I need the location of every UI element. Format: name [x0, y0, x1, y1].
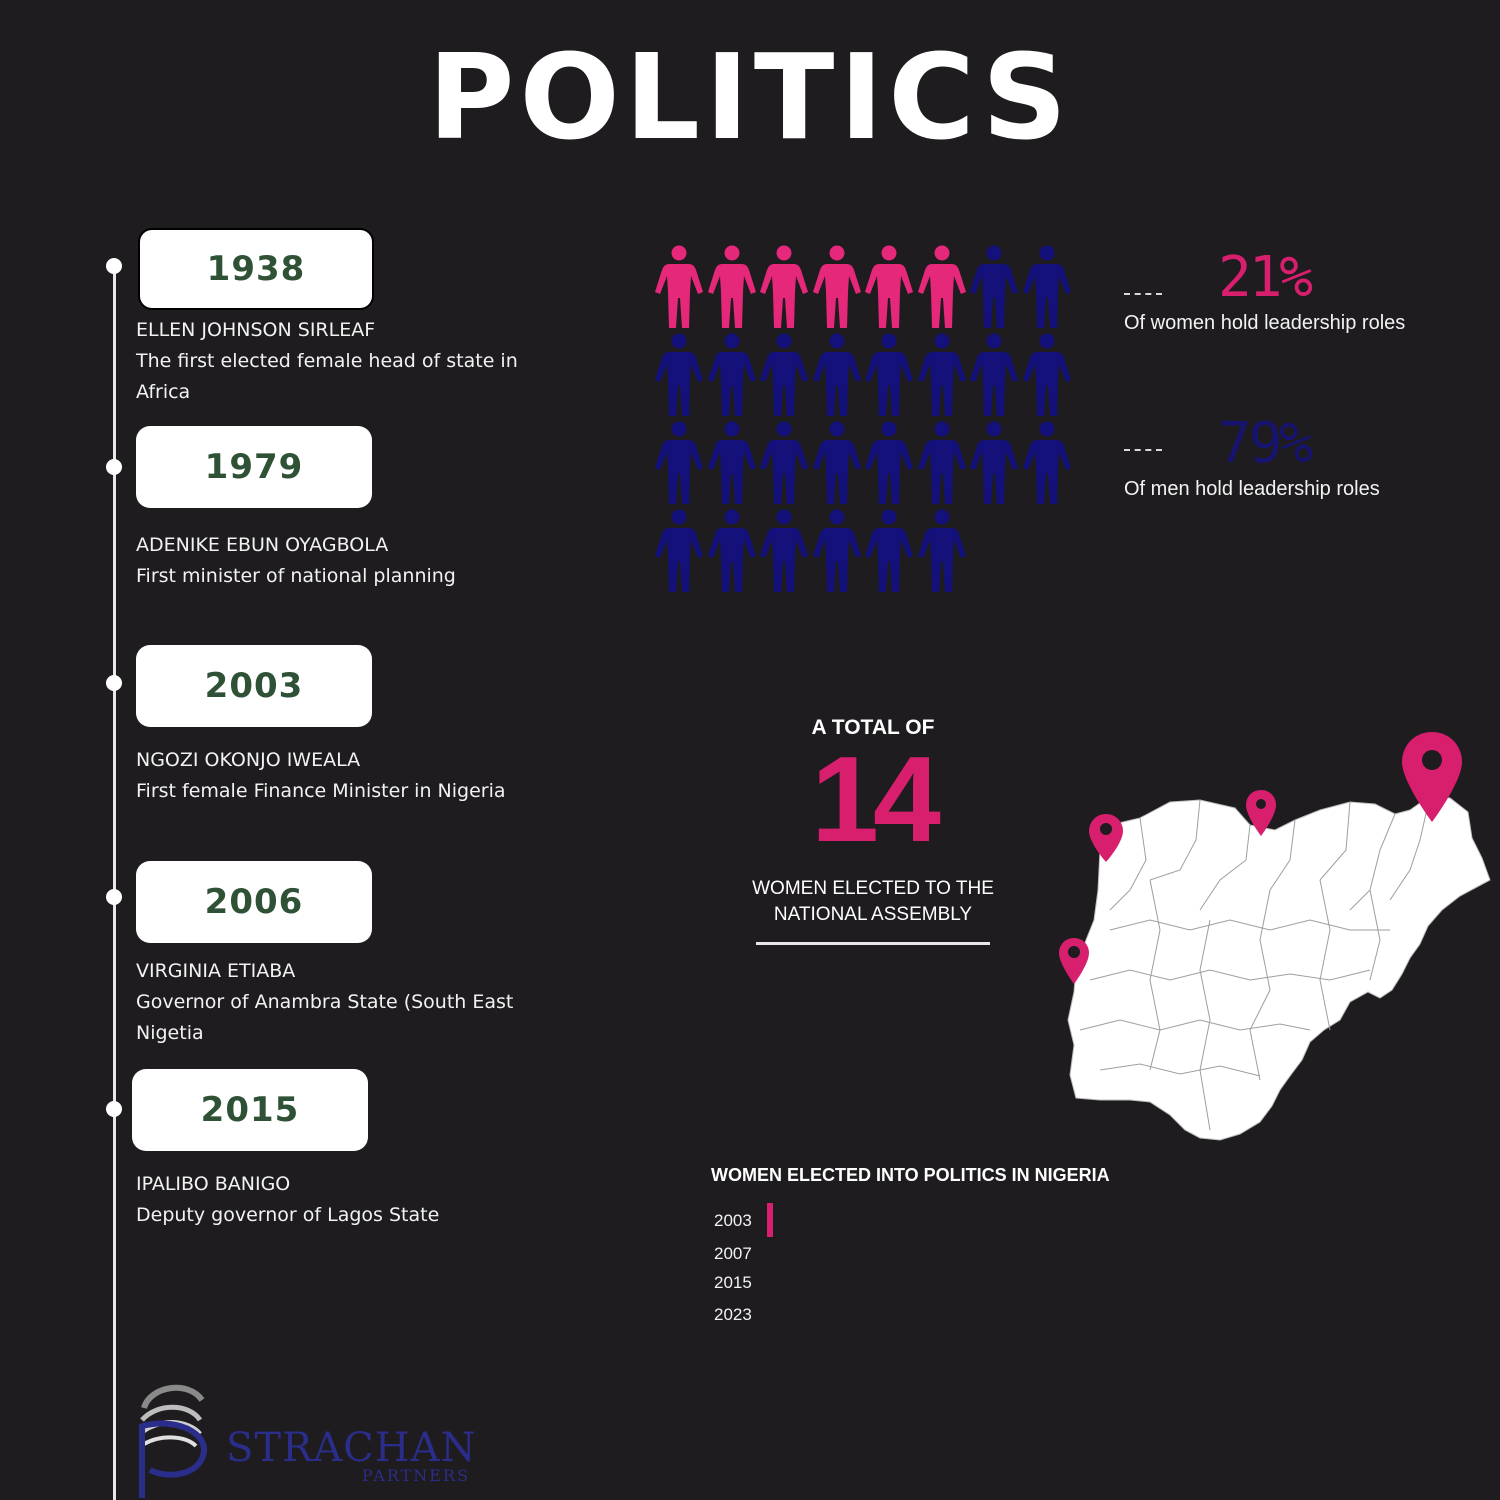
timeline-text: ELLEN JOHNSON SIRLEAF The first elected …	[136, 315, 576, 408]
man-person-icon	[760, 509, 808, 592]
man-person-icon	[865, 509, 913, 592]
woman-person-icon	[760, 245, 808, 328]
timeline-dot	[106, 889, 122, 905]
year-badge: 2015	[132, 1069, 368, 1151]
man-person-icon	[707, 421, 756, 504]
person-name: VIRGINIA ETIABA	[136, 960, 296, 982]
timeline-dot	[106, 1101, 122, 1117]
chart-title: WOMEN ELECTED INTO POLITICS IN NIGERIA	[711, 1165, 1110, 1185]
man-person-icon	[917, 333, 966, 416]
person-description: First female Finance Minister in Nigeria	[136, 780, 506, 802]
logo-name: STRACHAN	[226, 1425, 477, 1471]
nigeria-map	[1059, 732, 1491, 1141]
person-description: Governor of Anambra State (South East Ni…	[136, 991, 514, 1044]
man-person-icon	[970, 421, 1018, 504]
timeline-dot	[106, 459, 122, 475]
women-stat-caption: Of women hold leadership roles	[1124, 312, 1406, 334]
leadership-pictogram	[654, 244, 1074, 594]
person-name: ADENIKE EBUN OYAGBOLA	[136, 534, 389, 556]
timeline-text: VIRGINIA ETIABA Governor of Anambra Stat…	[136, 956, 516, 1049]
location-pin-icon	[1246, 790, 1276, 836]
man-person-icon	[1022, 245, 1071, 328]
timeline-dot	[106, 258, 122, 274]
timeline-dot	[106, 675, 122, 691]
logo-subtitle: PARTNERS	[362, 1466, 470, 1485]
location-pin-icon	[1059, 938, 1089, 984]
timeline-text: ADENIKE EBUN OYAGBOLA First minister of …	[136, 530, 576, 592]
year-badge: 1938	[138, 228, 374, 310]
bar-category-label: 2015	[714, 1273, 752, 1292]
man-person-icon	[970, 333, 1018, 416]
person-description: First minister of national planning	[136, 565, 456, 587]
location-pin-icon	[1402, 732, 1462, 822]
stat-dash	[1124, 449, 1162, 451]
map-pins	[1059, 732, 1462, 984]
year-badge: 2006	[136, 861, 372, 943]
man-person-icon	[707, 333, 756, 416]
person-description: Deputy governor of Lagos State	[136, 1204, 440, 1226]
person-name: IPALIBO BANIGO	[136, 1173, 291, 1195]
bar-category-label: 2003	[714, 1211, 752, 1230]
man-person-icon	[655, 333, 703, 416]
person-name: NGOZI OKONJO IWEALA	[136, 749, 361, 771]
man-person-icon	[812, 421, 861, 504]
women-percentage: 21%	[1218, 245, 1313, 310]
page-title: POLITICS	[427, 28, 1073, 166]
person-name: ELLEN JOHNSON SIRLEAF	[136, 319, 376, 341]
location-pin-icon	[1089, 814, 1123, 862]
total-number: 14	[811, 731, 941, 867]
man-person-icon	[970, 245, 1018, 328]
timeline-text: NGOZI OKONJO IWEALA First female Finance…	[136, 745, 576, 807]
person-description: The first elected female head of state i…	[136, 350, 518, 403]
man-person-icon	[707, 509, 756, 592]
man-person-icon	[917, 421, 966, 504]
woman-person-icon	[707, 245, 756, 328]
year-badge: 2003	[136, 645, 372, 727]
man-person-icon	[760, 421, 808, 504]
woman-person-icon	[917, 245, 966, 328]
timeline-text: IPALIBO BANIGO Deputy governor of Lagos …	[136, 1169, 576, 1231]
stat-dash	[1124, 293, 1162, 295]
men-percentage: 79%	[1218, 411, 1313, 476]
men-stat-caption: Of men hold leadership roles	[1124, 478, 1380, 500]
state-borders	[1079, 795, 1431, 1131]
man-person-icon	[1022, 421, 1071, 504]
strachan-partners-logo	[139, 1384, 208, 1498]
bar-category-label: 2023	[714, 1305, 752, 1324]
map-shape	[1067, 795, 1491, 1141]
man-person-icon	[865, 421, 913, 504]
year-badge: 1979	[136, 426, 372, 508]
total-caption: WOMEN ELECTED TO THE NATIONAL ASSEMBLY	[752, 878, 994, 925]
bar	[767, 1203, 773, 1237]
man-person-icon	[655, 509, 703, 592]
woman-person-icon	[812, 245, 861, 328]
woman-person-icon	[865, 245, 913, 328]
total-label: A TOTAL OF	[811, 716, 935, 739]
woman-person-icon	[655, 245, 703, 328]
bar-category-label: 2007	[714, 1244, 752, 1263]
divider	[756, 942, 990, 945]
man-person-icon	[812, 333, 861, 416]
man-person-icon	[760, 333, 808, 416]
timeline-line	[113, 262, 116, 1500]
man-person-icon	[812, 509, 861, 592]
man-person-icon	[917, 509, 966, 592]
man-person-icon	[655, 421, 703, 504]
man-person-icon	[1022, 333, 1071, 416]
logo-emblem-icon	[139, 1384, 208, 1498]
man-person-icon	[865, 333, 913, 416]
